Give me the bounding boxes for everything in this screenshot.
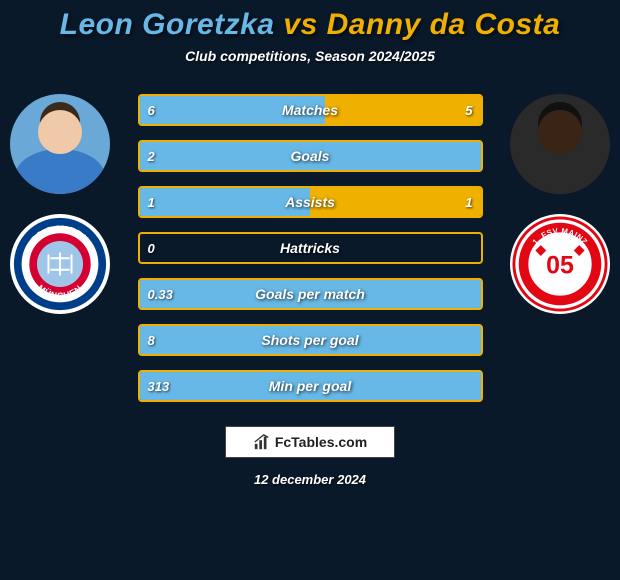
footer-date: 12 december 2024 (0, 472, 620, 487)
left-column: FC BAYERN MÜNCHEN (10, 94, 110, 314)
player2-avatar (510, 94, 610, 194)
player2-club-badge: 1. FSV MAINZ 05 (510, 214, 610, 314)
stat-row: 8Shots per goal (138, 324, 483, 356)
chart-icon (253, 433, 271, 451)
player1-head (38, 110, 82, 154)
stat-label: Shots per goal (140, 332, 481, 348)
stat-row: 11Assists (138, 186, 483, 218)
stat-label: Goals per match (140, 286, 481, 302)
site-logo: FcTables.com (225, 426, 395, 458)
stat-label: Hattricks (140, 240, 481, 256)
stat-row: 313Min per goal (138, 370, 483, 402)
stat-label: Goals (140, 148, 481, 164)
stat-row: 2Goals (138, 140, 483, 172)
vs-text: vs (275, 8, 327, 41)
right-column: 1. FSV MAINZ 05 (510, 94, 610, 314)
stat-label: Min per goal (140, 378, 481, 394)
content-area: FC BAYERN MÜNCHEN 1. FSV MAINZ 05 (0, 94, 620, 402)
player1-avatar (10, 94, 110, 194)
bayern-badge-icon: FC BAYERN MÜNCHEN (12, 216, 108, 312)
mainz-badge-icon: 1. FSV MAINZ 05 (512, 216, 608, 312)
player2-head (538, 110, 582, 154)
stat-bars: 65Matches 2Goals 11Assists 0Hattricks 0.33Go… (138, 94, 483, 402)
player1-shirt (15, 149, 105, 194)
stat-label: Assists (140, 194, 481, 210)
stat-row: 0Hattricks (138, 232, 483, 264)
site-name: FcTables.com (275, 434, 367, 450)
stat-label: Matches (140, 102, 481, 118)
player1-name: Leon Goretzka (60, 8, 275, 41)
stat-row: 0.33Goals per match (138, 278, 483, 310)
player1-club-badge: FC BAYERN MÜNCHEN (10, 214, 110, 314)
stat-row: 65Matches (138, 94, 483, 126)
comparison-title: Leon Goretzka vs Danny da Costa (0, 0, 620, 42)
player2-name: Danny da Costa (327, 8, 561, 41)
player2-shirt (515, 149, 605, 194)
badge2-text-bottom: 05 (546, 252, 574, 280)
subtitle: Club competitions, Season 2024/2025 (0, 48, 620, 64)
